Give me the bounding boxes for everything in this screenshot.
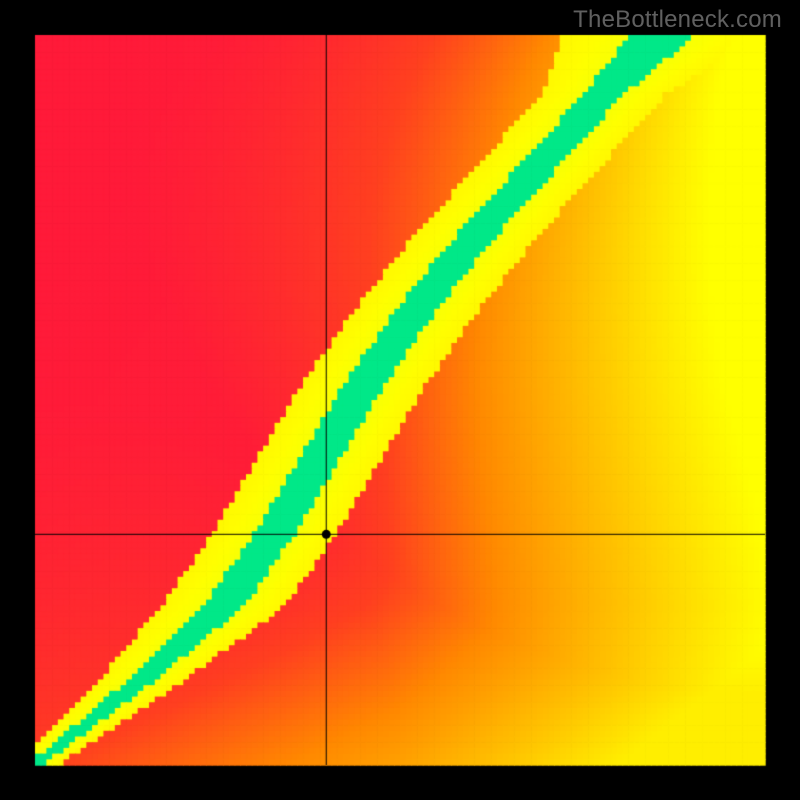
heatmap-canvas xyxy=(0,0,800,800)
watermark-label: TheBottleneck.com xyxy=(573,6,782,34)
bottleneck-heatmap: TheBottleneck.com xyxy=(0,0,800,800)
